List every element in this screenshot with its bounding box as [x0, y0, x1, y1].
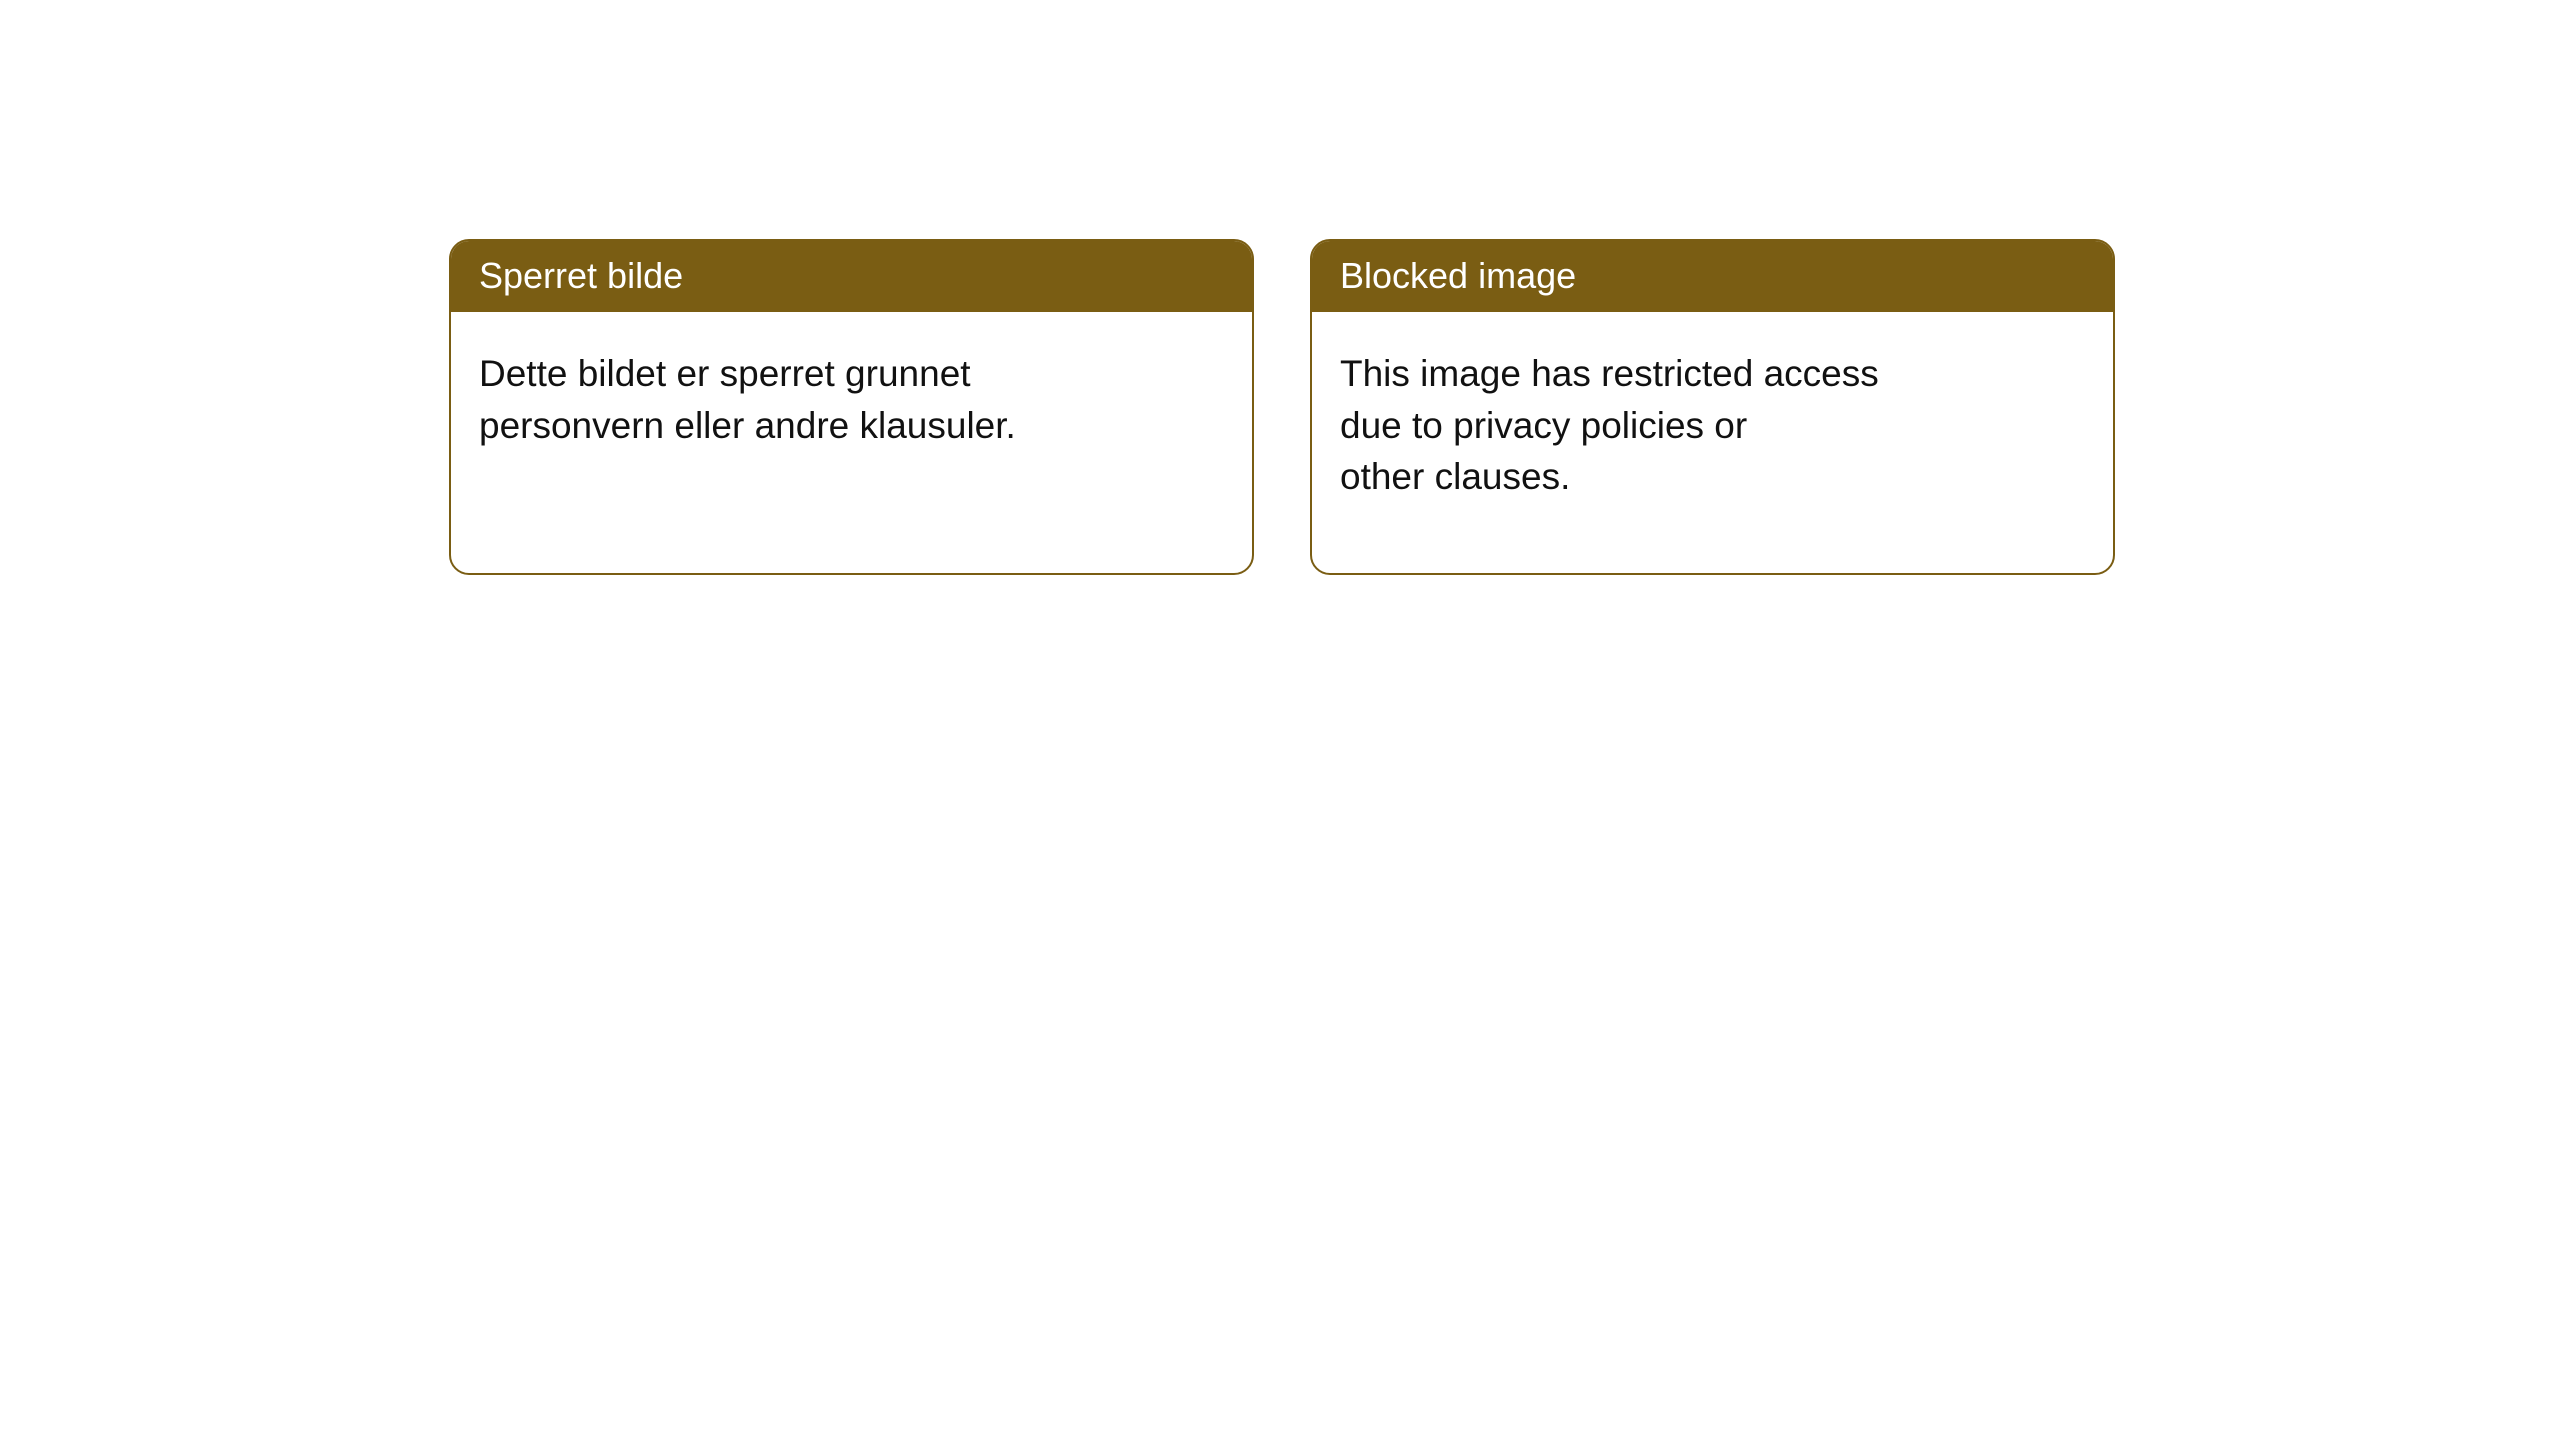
cards-container: Sperret bilde Dette bildet er sperret gr…	[0, 0, 2560, 575]
card-body-text: This image has restricted access due to …	[1312, 312, 2113, 539]
blocked-image-card-norwegian: Sperret bilde Dette bildet er sperret gr…	[449, 239, 1254, 575]
card-title: Blocked image	[1312, 241, 2113, 312]
blocked-image-card-english: Blocked image This image has restricted …	[1310, 239, 2115, 575]
card-body-text: Dette bildet er sperret grunnet personve…	[451, 312, 1252, 488]
card-title: Sperret bilde	[451, 241, 1252, 312]
